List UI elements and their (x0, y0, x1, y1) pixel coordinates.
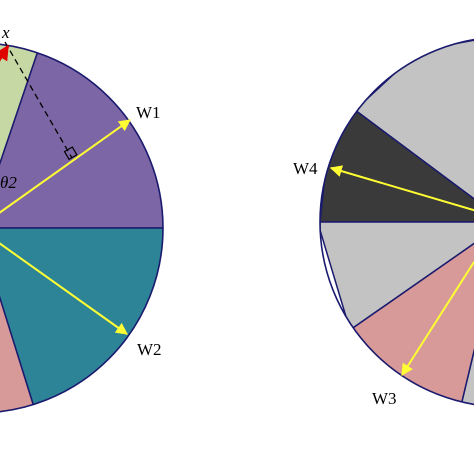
label-x: x (1, 23, 10, 42)
label-w4: W4 (293, 159, 318, 178)
right-circle (320, 39, 474, 407)
arrow-w3 (401, 261, 474, 377)
right-circle-outline (319, 38, 474, 406)
left-circle-outline (0, 43, 164, 413)
arrow-x (0, 44, 10, 62)
label-w2: W2 (137, 340, 162, 359)
label-w1: W1 (136, 103, 161, 122)
sector-pink-right (348, 220, 474, 407)
sector-teal (0, 227, 163, 413)
right-angle-mark (63, 146, 78, 161)
sector-purple (0, 43, 163, 229)
perpendicular-dashed-line (4, 41, 73, 159)
left-circle (0, 43, 163, 413)
arrow-w4 (329, 165, 474, 212)
arrow-w1 (0, 119, 131, 214)
label-theta2: θ2 (0, 173, 17, 192)
label-w3: W3 (372, 389, 397, 408)
sector-pink (0, 227, 34, 413)
arrow-w2 (0, 242, 128, 335)
